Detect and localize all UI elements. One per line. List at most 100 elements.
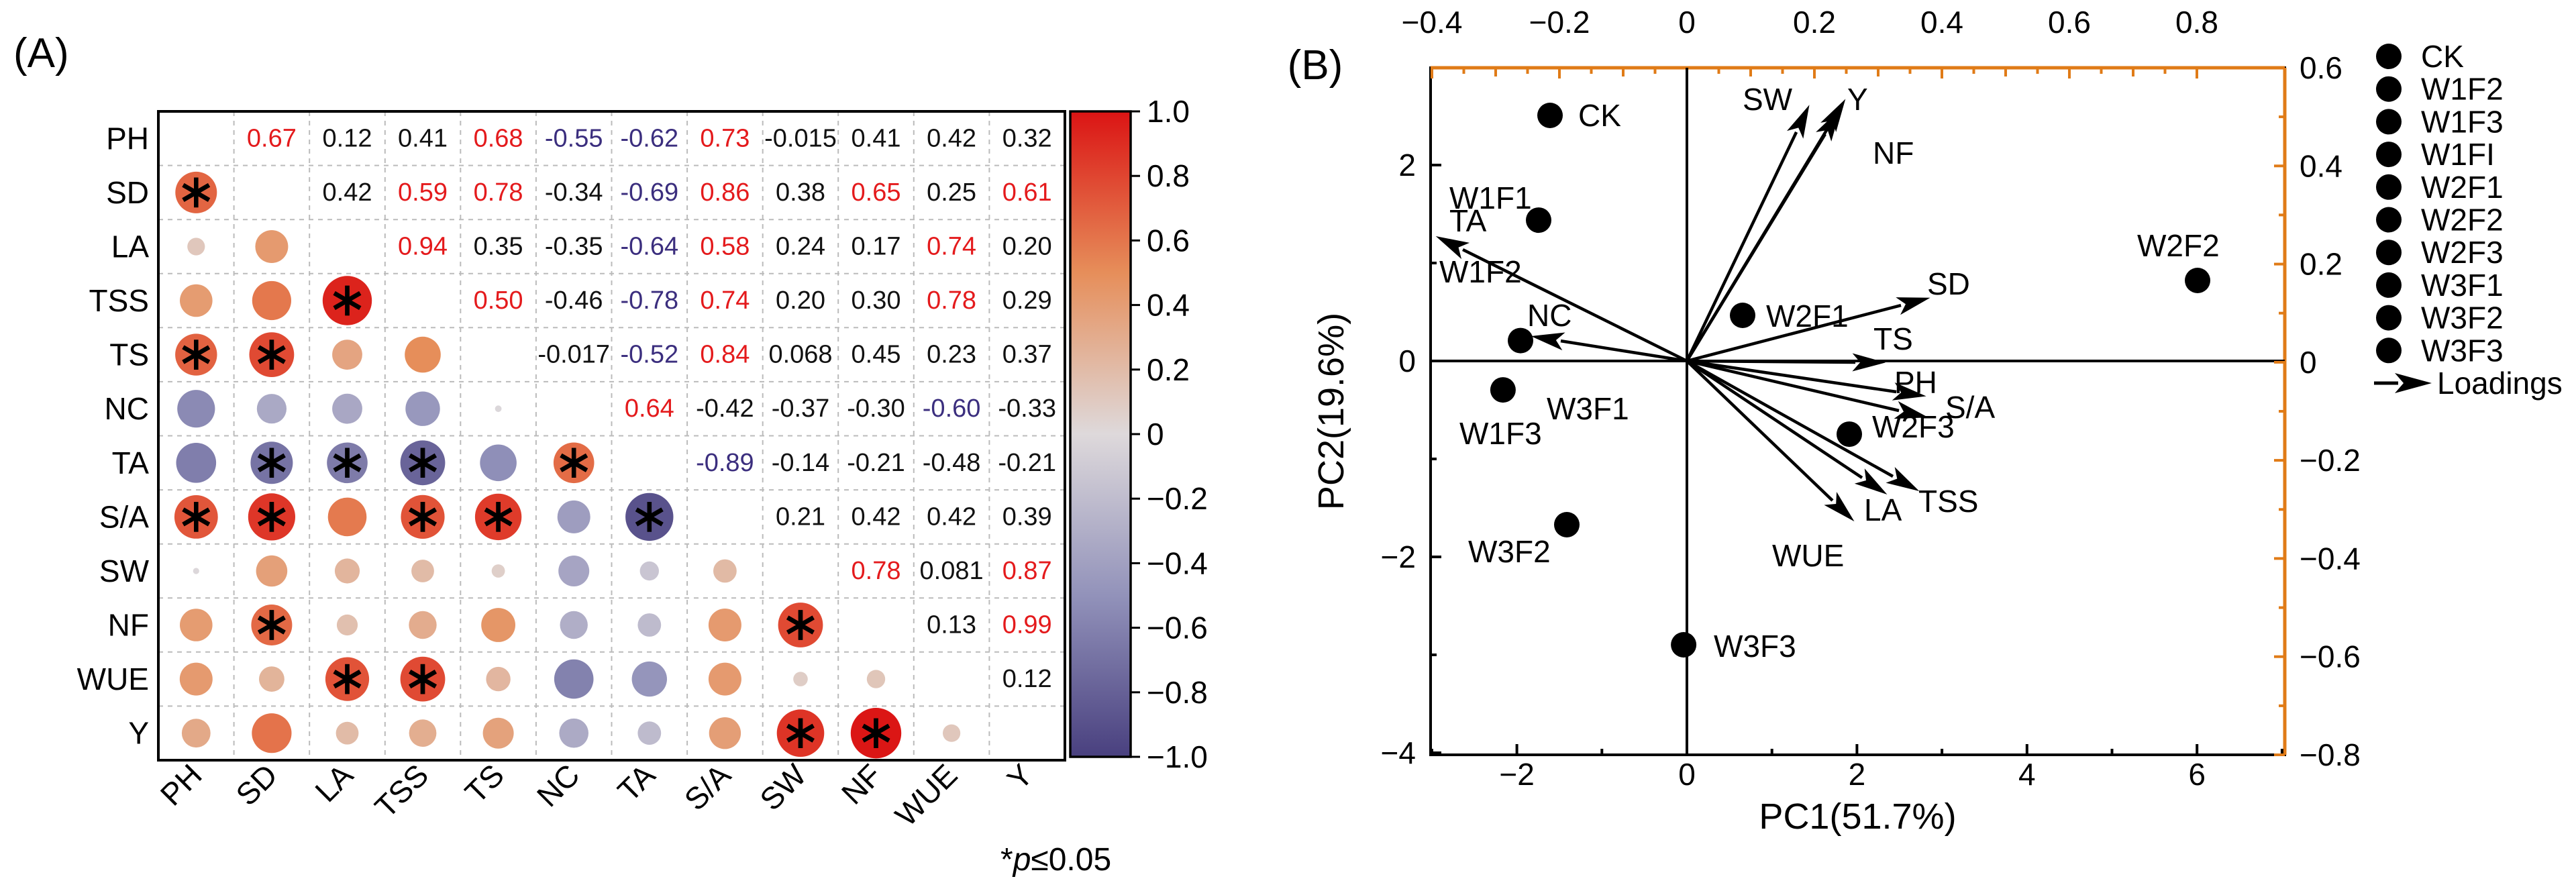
svg-text:0.41: 0.41 [852, 124, 901, 152]
svg-text:0.37: 0.37 [1002, 341, 1052, 369]
svg-text:0.78: 0.78 [474, 178, 523, 207]
svg-text:0.61: 0.61 [1002, 178, 1052, 207]
svg-text:TSS: TSS [89, 283, 149, 318]
svg-text:-0.015: -0.015 [764, 124, 837, 152]
svg-text:SW: SW [99, 554, 150, 588]
svg-text:-0.46: -0.46 [545, 286, 603, 315]
svg-text:W3F3: W3F3 [2421, 333, 2504, 368]
svg-text:0.68: 0.68 [474, 124, 523, 152]
svg-text:W2F1: W2F1 [1766, 299, 1849, 333]
svg-text:TS: TS [1873, 321, 1913, 356]
svg-text:0.068: 0.068 [768, 341, 832, 369]
svg-text:−0.4: −0.4 [1147, 545, 1208, 580]
svg-text:0: 0 [1147, 417, 1164, 452]
svg-text:PC1(51.7%): PC1(51.7%) [1759, 796, 1956, 837]
svg-text:0.84: 0.84 [700, 341, 750, 369]
svg-text:−2: −2 [1381, 539, 1416, 574]
svg-text:6: 6 [2188, 757, 2206, 792]
svg-text:0.13: 0.13 [927, 611, 976, 639]
svg-text:0.4: 0.4 [2300, 148, 2342, 183]
svg-text:0.23: 0.23 [927, 341, 976, 369]
svg-text:Y: Y [128, 716, 149, 751]
svg-text:0.86: 0.86 [700, 178, 750, 207]
svg-text:0.17: 0.17 [852, 233, 901, 261]
svg-text:−0.4: −0.4 [2300, 541, 2361, 576]
svg-text:0.4: 0.4 [1920, 5, 1963, 40]
svg-text:W1F3: W1F3 [2421, 104, 2504, 139]
svg-text:0.29: 0.29 [1002, 286, 1052, 315]
svg-text:-0.64: -0.64 [620, 233, 678, 261]
svg-text:0.6: 0.6 [2048, 5, 2091, 40]
svg-text:0.2: 0.2 [1793, 5, 1836, 40]
svg-text:0.6: 0.6 [1147, 223, 1190, 258]
svg-text:-0.89: -0.89 [696, 449, 754, 477]
svg-text:0.41: 0.41 [398, 124, 448, 152]
svg-text:W3F2: W3F2 [2421, 301, 2504, 335]
svg-text:TA: TA [112, 446, 150, 480]
svg-text:-0.52: -0.52 [620, 341, 678, 369]
svg-text:0: 0 [1678, 757, 1696, 792]
svg-text:0.2: 0.2 [2300, 247, 2342, 282]
svg-text:−0.2: −0.2 [1529, 5, 1590, 40]
svg-text:-0.35: -0.35 [545, 233, 603, 261]
svg-text:SD: SD [1927, 266, 1970, 301]
svg-text:W3F2: W3F2 [1468, 534, 1551, 569]
svg-text:0.65: 0.65 [852, 178, 901, 207]
svg-text:0.74: 0.74 [700, 286, 750, 315]
svg-text:0.39: 0.39 [1002, 503, 1052, 531]
svg-text:NC: NC [1527, 298, 1572, 333]
svg-text:0.78: 0.78 [927, 286, 976, 315]
svg-text:NF: NF [1873, 136, 1914, 170]
svg-text:LA: LA [1864, 492, 1902, 527]
svg-text:0.8: 0.8 [2175, 5, 2218, 40]
svg-text:-0.21: -0.21 [847, 449, 905, 477]
svg-text:−0.2: −0.2 [2300, 443, 2361, 478]
svg-text:W3F1: W3F1 [1547, 391, 1629, 426]
svg-text:0.12: 0.12 [323, 124, 372, 152]
svg-text:W2F3: W2F3 [1872, 409, 1955, 444]
svg-text:TS: TS [109, 337, 149, 372]
svg-text:0.67: 0.67 [247, 124, 297, 152]
svg-text:W2F2: W2F2 [2137, 228, 2220, 263]
svg-text:−1.0: −1.0 [1147, 739, 1208, 774]
svg-text:2: 2 [1849, 757, 1866, 792]
svg-text:0.73: 0.73 [700, 124, 750, 152]
svg-text:−0.4: −0.4 [1402, 5, 1463, 40]
svg-text:0.99: 0.99 [1002, 611, 1052, 639]
svg-text:0.32: 0.32 [1002, 124, 1052, 152]
svg-text:−4: −4 [1381, 735, 1416, 770]
svg-text:0.8: 0.8 [1147, 158, 1190, 193]
svg-text:0.94: 0.94 [398, 233, 448, 261]
svg-text:W2F1: W2F1 [2421, 170, 2504, 205]
svg-text:W1F1: W1F1 [1449, 180, 1532, 215]
svg-text:-0.14: -0.14 [772, 449, 830, 477]
svg-text:0.78: 0.78 [852, 557, 901, 585]
svg-text:W3F1: W3F1 [2421, 268, 2504, 303]
svg-text:-0.33: -0.33 [998, 395, 1056, 423]
svg-text:0.20: 0.20 [1002, 233, 1052, 261]
svg-text:−0.8: −0.8 [2300, 737, 2361, 772]
svg-text:−0.6: −0.6 [2300, 639, 2361, 674]
svg-text:NF: NF [108, 608, 149, 643]
svg-text:−0.8: −0.8 [1147, 675, 1208, 710]
svg-text:−0.6: −0.6 [1147, 611, 1208, 645]
svg-text:0.74: 0.74 [927, 233, 976, 261]
svg-text:1.0: 1.0 [1147, 94, 1190, 129]
svg-text:0: 0 [1678, 5, 1696, 40]
svg-text:0.20: 0.20 [776, 286, 825, 315]
svg-text:0.35: 0.35 [474, 233, 523, 261]
svg-text:0.50: 0.50 [474, 286, 523, 315]
svg-text:−0.2: −0.2 [1147, 481, 1208, 516]
svg-text:-0.34: -0.34 [545, 178, 603, 207]
svg-text:WUE: WUE [77, 662, 149, 696]
svg-text:-0.62: -0.62 [620, 124, 678, 152]
svg-text:NC: NC [105, 391, 149, 426]
svg-text:Loadings: Loadings [2437, 366, 2563, 401]
svg-text:0.12: 0.12 [1002, 665, 1052, 693]
svg-text:W3F3: W3F3 [1714, 629, 1796, 664]
svg-text:0.25: 0.25 [927, 178, 976, 207]
svg-text:0.64: 0.64 [625, 395, 674, 423]
svg-text:(B): (B) [1288, 42, 1343, 89]
svg-text:0.21: 0.21 [776, 503, 825, 531]
svg-text:0.58: 0.58 [700, 233, 750, 261]
